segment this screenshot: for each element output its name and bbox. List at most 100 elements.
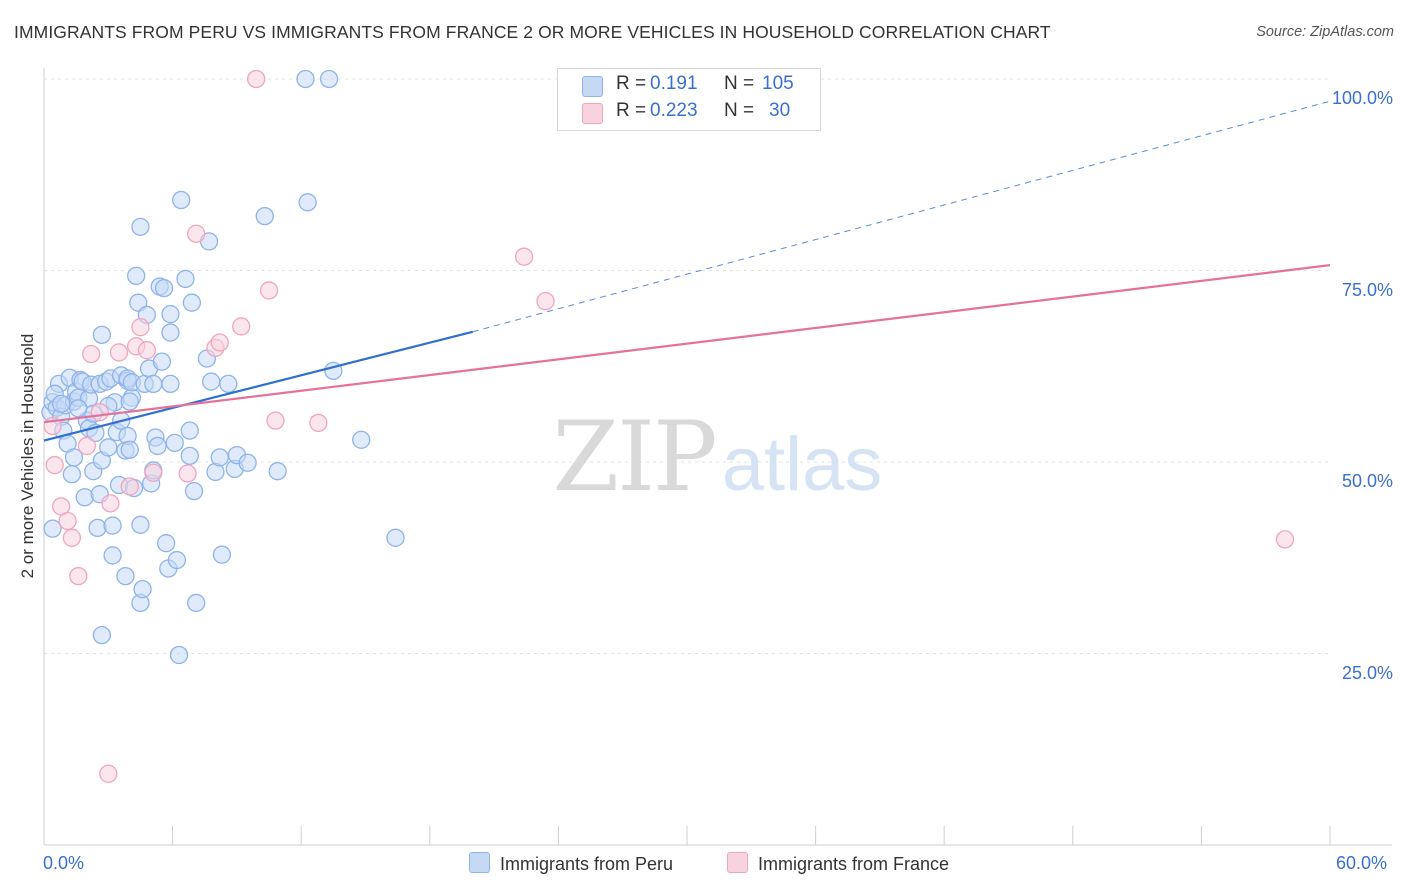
- data-point: [352, 430, 371, 449]
- data-point: [69, 566, 88, 586]
- data-point: [238, 453, 257, 472]
- data-point: [152, 352, 172, 371]
- data-point: [180, 421, 199, 440]
- data-point: [187, 593, 206, 613]
- data-point: [157, 534, 176, 553]
- x-tick-label-max: 60.0%: [1336, 853, 1388, 873]
- data-point: [1275, 530, 1295, 549]
- data-point: [266, 411, 285, 430]
- data-point: [116, 566, 135, 586]
- legend-n-label: N =: [724, 73, 755, 94]
- y-tick-label: 75.0%: [1341, 279, 1393, 300]
- data-point: [232, 317, 251, 336]
- legend-n-label: N =: [724, 100, 755, 121]
- data-point: [144, 374, 163, 394]
- grid-layer: [44, 78, 1330, 654]
- data-point: [536, 291, 555, 311]
- data-point: [165, 433, 184, 453]
- y-tick-label: 100.0%: [1331, 88, 1393, 108]
- data-point: [161, 323, 180, 342]
- bottom-legend-label-france: Immigrants from France: [758, 854, 950, 874]
- data-point: [172, 190, 191, 210]
- data-point: [184, 481, 204, 501]
- data-point: [212, 545, 232, 564]
- bottom-legend-swatch-france: [727, 852, 748, 873]
- data-point: [219, 374, 238, 394]
- legend-swatch-peru: [582, 76, 603, 97]
- data-point: [45, 455, 64, 475]
- data-point: [154, 278, 174, 298]
- data-point: [386, 528, 405, 547]
- data-point: [120, 440, 139, 459]
- data-point: [259, 281, 279, 300]
- data-point: [202, 372, 221, 391]
- bottom-legend-label-peru: Immigrants from Peru: [500, 854, 674, 874]
- data-point: [167, 550, 187, 570]
- data-point: [64, 448, 84, 467]
- data-point: [161, 305, 180, 324]
- data-point: [247, 69, 266, 89]
- data-point: [75, 488, 94, 507]
- data-point: [103, 546, 122, 565]
- data-point: [131, 217, 150, 236]
- data-point: [43, 519, 62, 538]
- data-point: [77, 436, 97, 456]
- data-point: [319, 69, 339, 89]
- y-tick-label: 25.0%: [1341, 662, 1393, 683]
- bottom-legend-swatch-peru: [469, 852, 490, 873]
- data-point: [58, 511, 77, 531]
- data-point: [210, 448, 229, 467]
- data-point: [514, 247, 534, 266]
- data-point: [109, 343, 129, 362]
- y-tick-label: 50.0%: [1341, 471, 1393, 491]
- data-point: [99, 764, 118, 783]
- data-point: [309, 413, 328, 433]
- data-point: [92, 325, 112, 344]
- watermark-atlas: atlas: [722, 422, 883, 507]
- data-point: [268, 462, 287, 481]
- legend-r-value: 0.191: [650, 73, 698, 94]
- data-point: [296, 69, 315, 89]
- data-point: [133, 580, 152, 599]
- legend-r-value: 0.223: [650, 100, 698, 121]
- bottom-legend-france: Immigrants from France: [727, 852, 949, 875]
- watermark: ZIP atlas: [552, 401, 882, 513]
- data-point: [144, 463, 163, 482]
- legend-swatch-france: [582, 103, 603, 124]
- data-point: [182, 293, 202, 312]
- data-point: [82, 344, 101, 364]
- data-point: [62, 528, 82, 547]
- data-point: [62, 465, 82, 484]
- data-point: [176, 269, 195, 289]
- legend-r-label: R =: [616, 73, 647, 94]
- data-point: [103, 516, 122, 535]
- data-point: [101, 494, 120, 513]
- data-point: [120, 392, 139, 411]
- trend-line-peru: [43, 330, 473, 442]
- x-tick-label-min: 0.0%: [43, 853, 85, 873]
- data-point: [180, 446, 199, 466]
- data-point: [255, 206, 274, 226]
- axis-layer: [43, 68, 1392, 846]
- data-point: [69, 399, 88, 418]
- data-point: [131, 318, 150, 337]
- data-point: [92, 625, 112, 645]
- trend-line-peru-extension: [472, 100, 1331, 333]
- trend-layer: [43, 100, 1331, 442]
- data-point: [187, 224, 206, 243]
- data-point: [131, 515, 150, 534]
- data-point: [127, 266, 146, 286]
- data-point: [137, 341, 157, 360]
- data-point: [298, 193, 317, 212]
- trend-line-france: [43, 264, 1331, 424]
- legend-n-value: 30: [769, 100, 791, 121]
- data-point: [51, 394, 71, 413]
- data-point: [178, 464, 197, 483]
- correlation-legend: R = 0.191 N = 105 R = 0.223 N = 30: [557, 68, 821, 131]
- data-point: [210, 333, 229, 352]
- source-credit: Source: ZipAtlas.com: [1256, 24, 1394, 40]
- bottom-legend-peru: Immigrants from Peru: [469, 852, 673, 875]
- data-point: [148, 436, 167, 456]
- data-point: [161, 374, 180, 394]
